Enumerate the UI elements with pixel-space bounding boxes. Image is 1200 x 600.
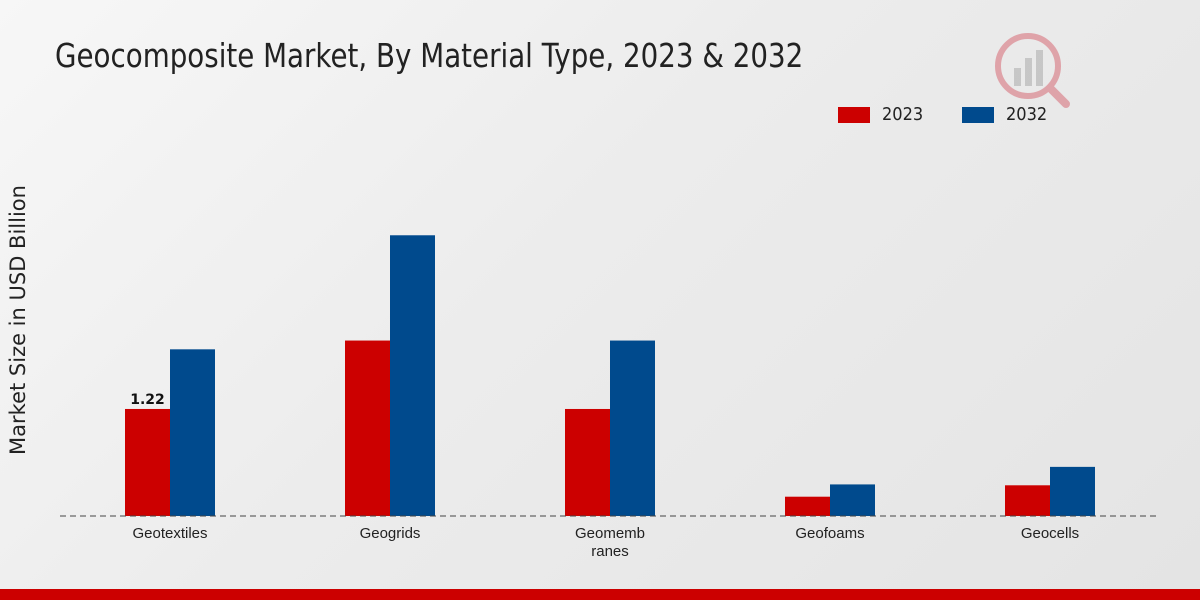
legend-label-2032: 2032 (1005, 104, 1048, 125)
bar-2032-0 (170, 349, 215, 516)
x-tick-label-4: Geocells (1021, 525, 1079, 542)
bar-2032-4 (1050, 466, 1095, 516)
legend-item-2023: 2023 (838, 104, 928, 125)
bar-2023-3 (785, 496, 830, 516)
bar-2023-0 (125, 408, 170, 516)
watermark-logo-icon (995, 33, 1070, 108)
bar-2023-4 (1005, 485, 1050, 516)
bottom-accent-bar (0, 589, 1200, 600)
x-tick-label-2: Geomemb ranes (575, 525, 645, 560)
data-label-0: 1.22 (130, 392, 165, 408)
chart-title: Geocomposite Market, By Material Type, 2… (55, 36, 804, 75)
legend: 2023 2032 (838, 104, 1086, 125)
legend-item-2032: 2032 (961, 104, 1052, 125)
x-tick-label-3: Geofoams (795, 525, 864, 542)
legend-label-2023: 2023 (882, 104, 924, 125)
x-tick-label-1: Geogrids (360, 525, 421, 542)
legend-swatch-2023 (838, 106, 870, 123)
bar-2032-3 (830, 484, 875, 516)
x-tick-label-0: Geotextiles (132, 525, 207, 542)
bar-2032-2 (610, 340, 655, 516)
bar-2023-1 (345, 340, 390, 516)
bar-2032-1 (390, 235, 435, 517)
bar-2023-2 (565, 408, 610, 516)
legend-swatch-2032 (961, 106, 994, 123)
